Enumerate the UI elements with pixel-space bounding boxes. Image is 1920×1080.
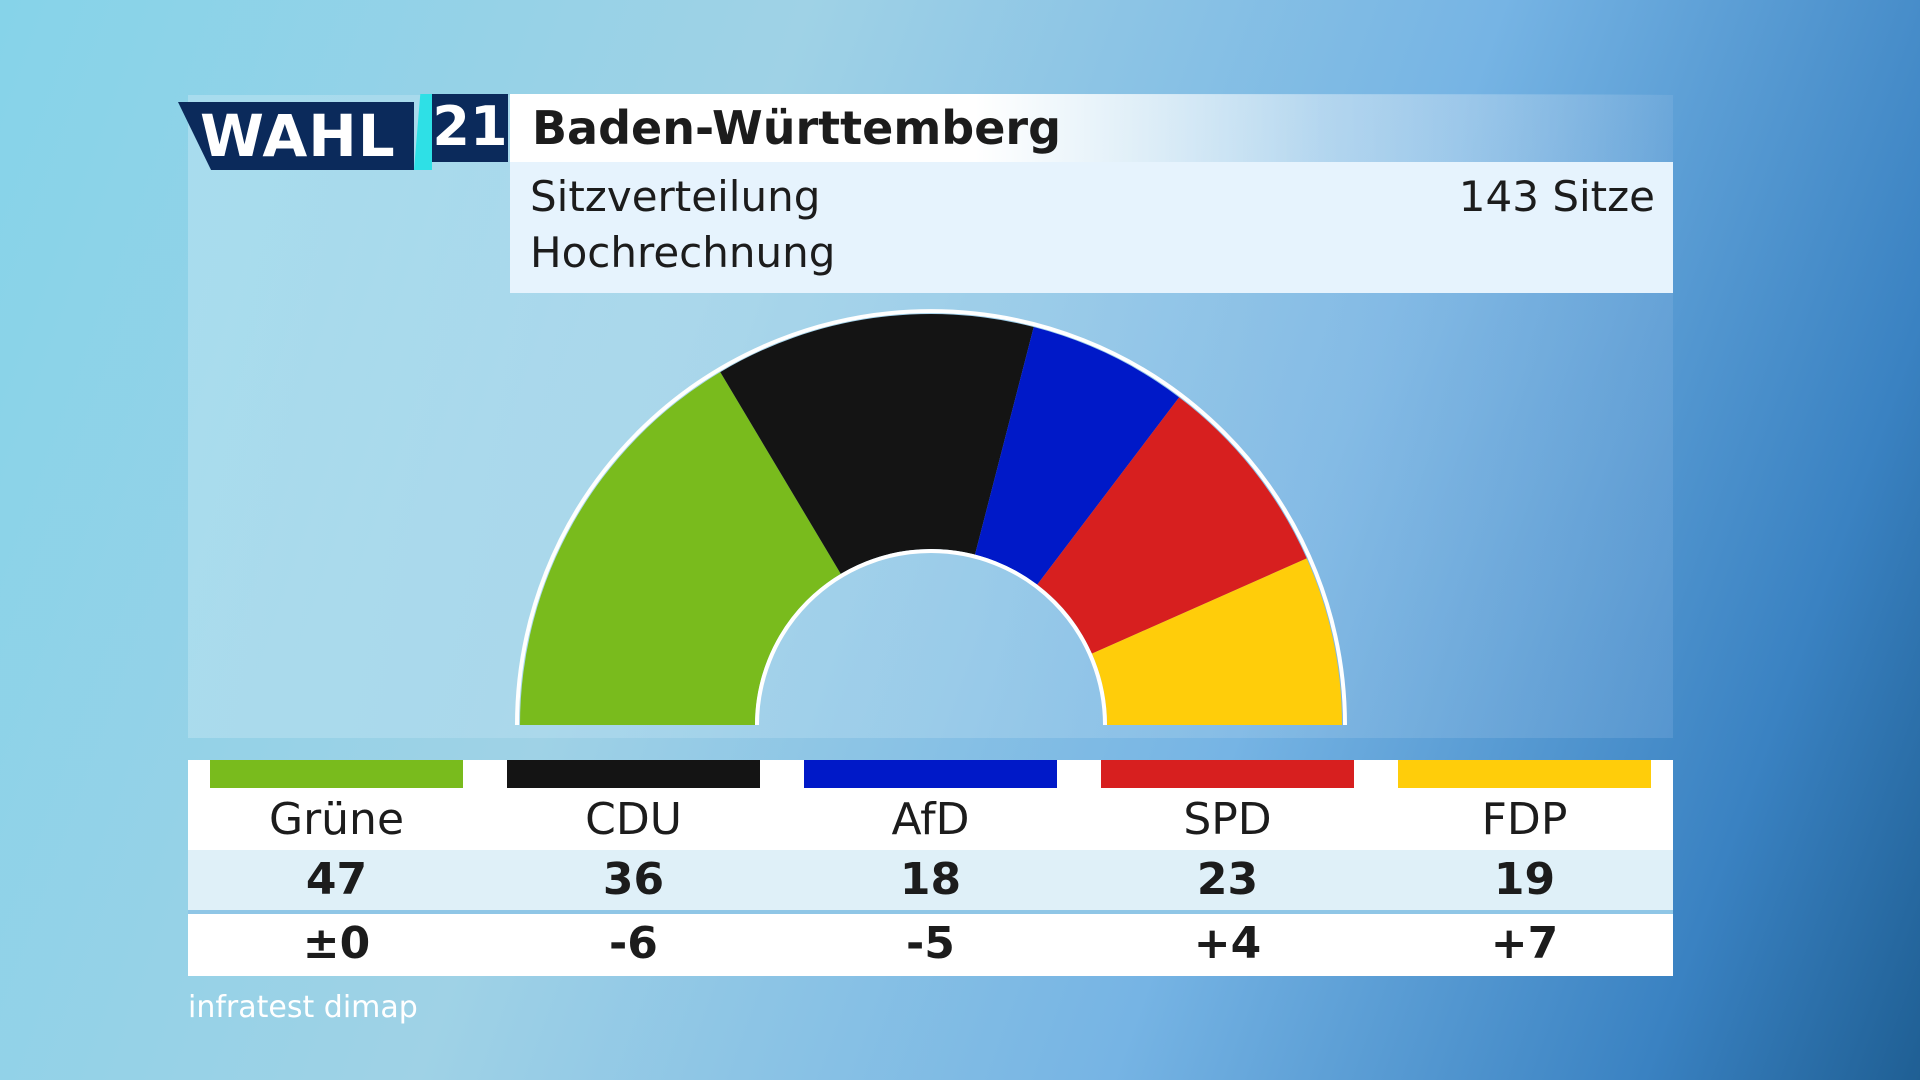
seat-count: 23 — [1196, 854, 1259, 905]
legend-swatch — [507, 760, 760, 788]
seat-segment-fdp — [1091, 558, 1342, 725]
wahl21-logo: WAHL 21 — [178, 94, 508, 170]
seat-change: +7 — [1490, 918, 1559, 969]
party-name: AfD — [891, 794, 970, 845]
seat-change: +4 — [1193, 918, 1262, 969]
legend-swatch — [1101, 760, 1354, 788]
chart-outer-rim — [515, 309, 1347, 726]
seat-segment-afd — [974, 327, 1180, 585]
seat-count: 18 — [899, 854, 962, 905]
total-seats-label: 143 Sitze — [1458, 172, 1655, 221]
seat-count-row: 47 36 18 23 19 — [188, 850, 1673, 914]
seat-count: 36 — [602, 854, 665, 905]
legend-swatch-cell — [188, 760, 485, 790]
seat-segment-cdu — [720, 313, 1034, 574]
logo-wahl-block: WAHL — [178, 102, 414, 170]
title-bar: Baden-Württemberg — [510, 94, 1673, 162]
party-name: CDU — [585, 794, 682, 845]
logo-wahl-text: WAHL — [200, 102, 396, 170]
legend-swatch — [1398, 760, 1651, 788]
legend-swatch-cell — [1079, 760, 1376, 790]
chart-inner-rim — [755, 549, 1107, 726]
seat-segment-grne — [520, 372, 841, 725]
source-label: infratest dimap — [188, 990, 418, 1025]
seat-count: 47 — [305, 854, 368, 905]
party-name: SPD — [1183, 794, 1272, 845]
party-name: FDP — [1481, 794, 1568, 845]
chart-title: Baden-Württemberg — [532, 101, 1062, 155]
seat-change-row: ±0 -6 -5 +4 +7 — [188, 914, 1673, 976]
seat-change: ±0 — [302, 918, 371, 969]
seat-change: -5 — [906, 918, 955, 969]
seat-change: -6 — [609, 918, 658, 969]
legend-swatch-row — [188, 760, 1673, 790]
party-name: Grüne — [268, 794, 405, 845]
subtitle-line-1: Sitzverteilung — [530, 172, 821, 221]
party-name-row: Grüne CDU AfD SPD FDP — [188, 790, 1673, 850]
legend-swatch-cell — [782, 760, 1079, 790]
subtitle-line-2: Hochrechnung — [530, 228, 836, 277]
legend-swatch — [804, 760, 1057, 788]
seat-segment-spd — [1037, 397, 1307, 654]
results-table: Grüne CDU AfD SPD FDP 47 36 18 23 19 ±0 -6 -5 +4 +7 — [188, 760, 1673, 976]
legend-swatch — [210, 760, 463, 788]
legend-swatch-cell — [485, 760, 782, 790]
subtitle-panel: Sitzverteilung Hochrechnung 143 Sitze — [510, 162, 1673, 293]
seat-count: 19 — [1493, 854, 1556, 905]
legend-swatch-cell — [1376, 760, 1673, 790]
logo-year-text: 21 — [432, 94, 508, 162]
